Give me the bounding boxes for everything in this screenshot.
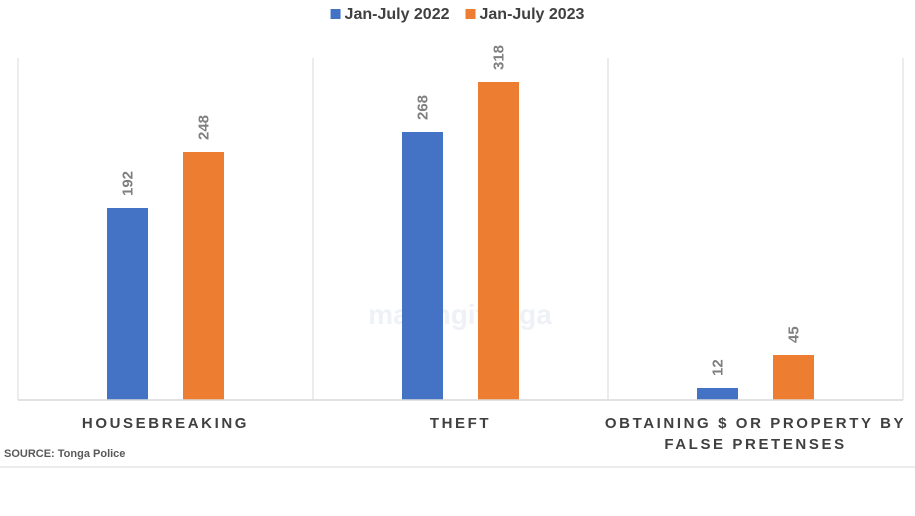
data-label: 318 bbox=[491, 45, 508, 70]
category-label: THEFT bbox=[430, 415, 491, 432]
category-dividers bbox=[17, 58, 904, 400]
legend-item: Jan-July 2023 bbox=[465, 6, 585, 23]
bar bbox=[183, 152, 224, 400]
bar bbox=[402, 132, 443, 400]
category-label: FALSE PRETENSES bbox=[664, 436, 846, 453]
legend-swatch bbox=[465, 9, 476, 19]
legend-item: Jan-July 2022 bbox=[330, 6, 450, 23]
data-label: 248 bbox=[196, 115, 213, 140]
legend-swatch bbox=[330, 9, 341, 19]
data-label: 12 bbox=[710, 359, 727, 376]
bar bbox=[773, 355, 814, 400]
category-label: HOUSEBREAKING bbox=[82, 415, 249, 432]
legend: Jan-July 2022 Jan-July 2023 bbox=[330, 6, 585, 23]
bar bbox=[478, 82, 519, 400]
bar bbox=[697, 388, 738, 400]
category-labels: HOUSEBREAKING THEFT OBTAINING $ OR PROPERT… bbox=[82, 415, 906, 453]
data-label: 192 bbox=[120, 171, 137, 196]
legend-label: Jan-July 2022 bbox=[345, 6, 450, 23]
source-note: SOURCE: Tonga Police bbox=[4, 448, 125, 460]
data-label: 268 bbox=[415, 95, 432, 120]
category-label: OBTAINING $ OR PROPERTY BY bbox=[605, 415, 906, 432]
watermark: matangitonga bbox=[368, 299, 552, 330]
bars bbox=[107, 82, 814, 400]
data-label: 45 bbox=[786, 326, 803, 343]
value-labels: 192 248 268 318 12 45 bbox=[120, 45, 803, 376]
legend-label: Jan-July 2023 bbox=[480, 6, 585, 23]
bar bbox=[107, 208, 148, 400]
